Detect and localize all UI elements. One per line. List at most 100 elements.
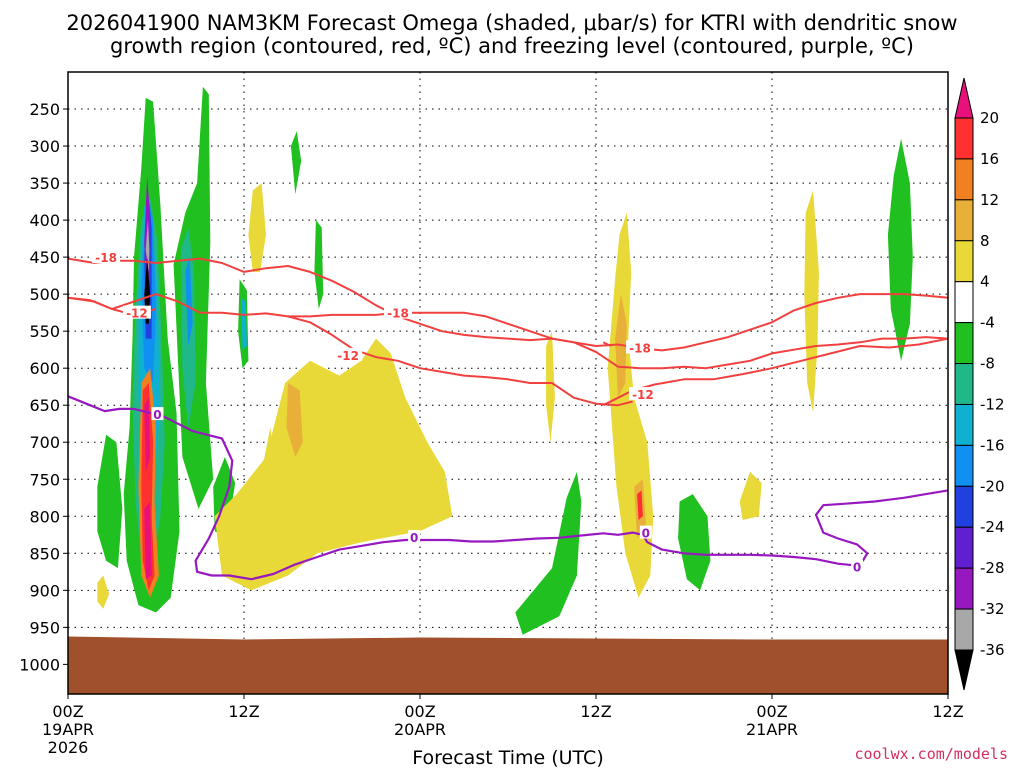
dgz-isotherm-label: -12 — [126, 307, 148, 321]
dgz-isotherm-label: -18 — [95, 251, 117, 265]
colorbar-swatch — [954, 444, 974, 487]
y-tick-label: 300 — [29, 137, 60, 156]
y-axis: 250 300 350 400 450 500 550 600 650 700 750 800 850 9… — [19, 100, 68, 674]
colorbar-swatch — [954, 281, 974, 324]
omega-region — [678, 494, 711, 591]
x-tick-date: 21APR — [746, 720, 798, 739]
y-tick-label: 850 — [29, 544, 60, 563]
chart-title-line-1: 2026041900 NAM3KM Forecast Omega (shaded… — [66, 11, 957, 35]
omega-region — [546, 331, 555, 443]
omega-region — [185, 257, 193, 346]
freezing-level-label-bg — [151, 407, 164, 421]
colorbar-swatch — [954, 403, 974, 446]
y-tick-label: 750 — [29, 470, 60, 489]
credit-text: coolwx.com/models — [854, 745, 1008, 763]
colorbar-bottom-arrow — [954, 649, 974, 691]
omega-region — [290, 131, 302, 195]
x-tick-label: 00Z — [52, 702, 83, 721]
dgz-isotherm — [68, 257, 948, 352]
freezing-level-label: 0 — [153, 408, 161, 422]
freezing-level-label-bg — [639, 525, 652, 539]
colorbar-swatch — [954, 485, 974, 528]
colorbar-label: 16 — [980, 150, 999, 168]
colorbar: 20 16 12 8 4 -4 -8 -12 -16 -20 -24 -28 -32 -36 — [954, 77, 1005, 691]
dgz-isotherm-label: -12 — [337, 349, 359, 363]
colorbar-label: -12 — [980, 395, 1005, 413]
y-tick-label: 800 — [29, 507, 60, 526]
plot-area: -18 -18 -12 -12 -12 -18 0 0 0 0 — [67, 71, 949, 695]
omega-region — [145, 220, 150, 272]
omega-region — [637, 490, 643, 520]
y-tick-label: 250 — [29, 100, 60, 119]
omega-region — [144, 397, 151, 472]
y-tick-label: 450 — [29, 248, 60, 267]
x-axis-title: Forecast Time (UTC) — [412, 747, 603, 768]
colorbar-label: -24 — [980, 518, 1005, 536]
x-tick-label: 00Z — [756, 702, 787, 721]
omega-region — [214, 338, 453, 591]
plot-background — [68, 72, 948, 694]
omega-region — [515, 471, 582, 635]
colorbar-label: -4 — [980, 314, 995, 332]
y-tick-label: 900 — [29, 581, 60, 600]
y-tick-label: 550 — [29, 322, 60, 341]
colorbar-swatch — [954, 322, 974, 365]
omega-shading — [97, 86, 913, 635]
y-tick-label: 600 — [29, 359, 60, 378]
colorbar-label: -20 — [980, 477, 1005, 495]
y-tick-label: 500 — [29, 285, 60, 304]
dgz-isotherm-label: -18 — [629, 341, 651, 355]
colorbar-label: 20 — [980, 109, 999, 127]
colorbar-swatch — [954, 117, 974, 160]
freezing-level-contour — [68, 395, 948, 581]
freezing-level-label-bg — [408, 530, 421, 544]
dgz-isotherm-label-bg — [92, 250, 121, 264]
omega-region — [261, 427, 277, 509]
ground-surface — [68, 636, 948, 694]
colorbar-swatch — [954, 199, 974, 242]
colorbar-swatch — [954, 526, 974, 569]
colorbar-swatch — [954, 240, 974, 283]
colorbar-label: -36 — [980, 641, 1005, 659]
y-tick-label: 950 — [29, 618, 60, 637]
omega-region — [241, 297, 247, 350]
y-tick-label: 650 — [29, 396, 60, 415]
dgz-isotherm-label: -12 — [632, 388, 654, 402]
x-tick-date: 19APR — [42, 720, 94, 739]
colorbar-label: -16 — [980, 436, 1005, 454]
chart-title-line-2: growth region (contoured, red, ºC) and f… — [110, 34, 914, 58]
omega-region — [144, 501, 152, 580]
dgz-isotherm-label-bg — [628, 387, 657, 401]
colorbar-label: -28 — [980, 559, 1005, 577]
omega-region — [141, 383, 155, 591]
colorbar-label: -8 — [980, 355, 995, 373]
x-tick-label: 12Z — [580, 702, 611, 721]
dgz-isotherm-label-bg — [384, 305, 412, 319]
x-tick-year: 2026 — [48, 738, 89, 757]
x-tick-label: 12Z — [932, 702, 963, 721]
colorbar-label: 8 — [980, 232, 990, 250]
x-tick-label: 12Z — [228, 702, 259, 721]
omega-region — [97, 434, 123, 569]
colorbar-top-arrow — [954, 77, 974, 119]
y-tick-label: 350 — [29, 174, 60, 193]
y-tick-label: 700 — [29, 433, 60, 452]
omega-region — [739, 471, 762, 520]
dgz-isotherm — [287, 315, 633, 407]
x-tick-date: 20APR — [394, 720, 446, 739]
colorbar-label: 12 — [980, 191, 999, 209]
dgz-isotherm-label-bg — [334, 347, 363, 361]
omega-region — [314, 220, 324, 309]
x-tick-label: 00Z — [404, 702, 435, 721]
colorbar-swatch — [954, 363, 974, 405]
plot-frame — [67, 71, 949, 695]
freezing-level-label: 0 — [410, 531, 418, 545]
freezing-level-label-bg — [851, 559, 864, 573]
y-tick-label: 400 — [29, 211, 60, 230]
colorbar-label: 4 — [980, 273, 990, 291]
colorbar-label: -32 — [980, 600, 1005, 618]
omega-region — [286, 383, 303, 457]
omega-region — [97, 575, 110, 609]
